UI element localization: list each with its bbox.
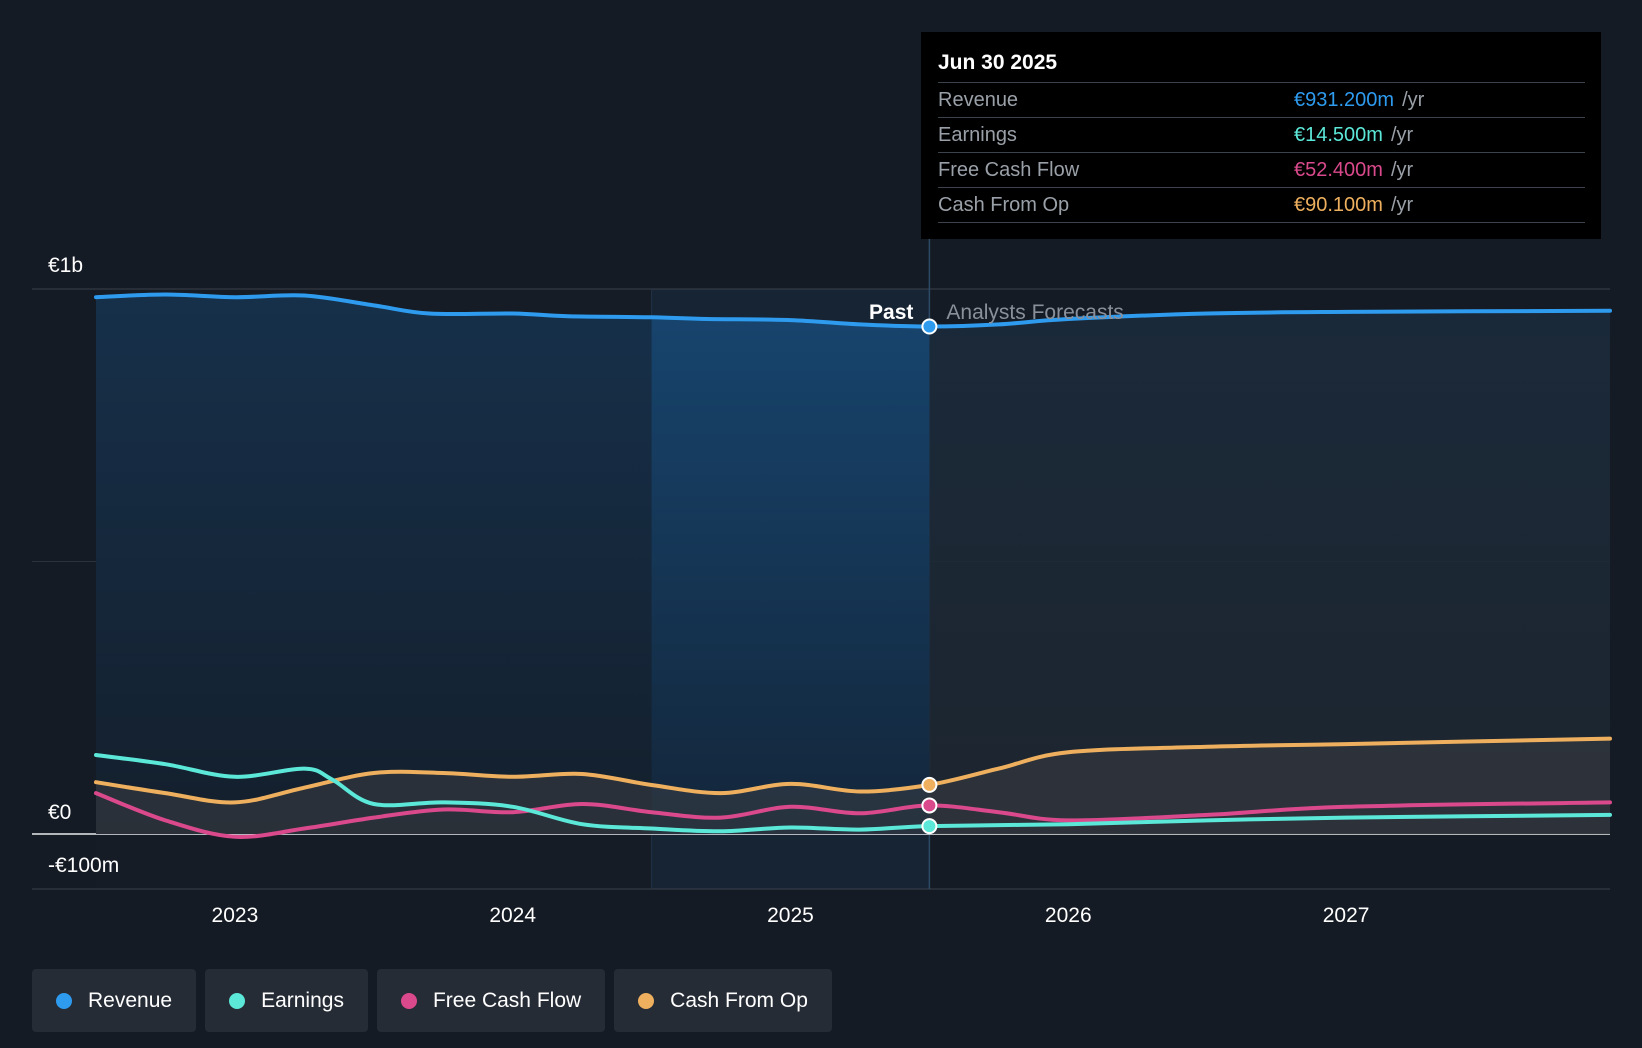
x-tick-label: 2027 [1323,904,1370,927]
y-tick-label: -€100m [48,854,119,877]
y-tick-label: €0 [48,801,71,824]
tooltip: Jun 30 2025 Revenue €931.200m /yr Earnin… [921,32,1601,239]
legend-dot-icon [400,992,417,1009]
revenue-area-forecast [929,310,1610,834]
tooltip-value: €52.400m [1294,159,1383,181]
revenue-point [921,318,938,335]
free-cash-flow-point [921,797,938,814]
tooltip-unit: /yr [1390,194,1414,216]
cash-from-op-line [94,736,1612,805]
tooltip-date: Jun 30 2025 [938,46,1585,83]
tooltip-value: €931.200m [1294,89,1395,111]
x-tick-label: 2026 [1045,904,1092,927]
legend-dot-icon [56,992,72,1009]
legend-label: Cash From Op [670,988,808,1012]
tooltip-value: €90.100m [1294,194,1383,216]
tooltip-unit: /yr [1390,124,1414,146]
tooltip-label: Free Cash Flow [938,159,1080,181]
tooltip-row-revenue: Revenue €931.200m /yr [938,83,1585,118]
cash-from-op-point [921,776,938,793]
legend-dot-icon [638,992,655,1009]
legend-item-cash-from-op[interactable]: Cash From Op [614,969,832,1032]
forecast-label: Analysts Forecasts [946,301,1123,324]
legend-dot-icon [229,992,246,1009]
past-label: Past [869,301,913,324]
legend-item-earnings[interactable]: Earnings [205,969,368,1032]
tooltip-unit: /yr [1402,89,1425,111]
tooltip-row-free-cash-flow: Free Cash Flow €52.400m /yr [938,153,1585,188]
revenue-line [94,292,1612,329]
legend: Revenue Earnings Free Cash Flow Cash Fro… [32,969,832,1032]
tooltip-label: Revenue [938,89,1019,111]
tooltip-label: Earnings [938,124,1017,146]
tooltip-row-earnings: Earnings €14.500m /yr [938,118,1585,153]
x-tick-label: 2023 [212,904,259,927]
tooltip-unit: /yr [1390,159,1414,181]
free-cash-flow-line [94,791,1612,839]
legend-item-revenue[interactable]: Revenue [32,969,197,1032]
legend-label: Revenue [88,988,173,1012]
x-tick-label: 2024 [489,904,536,927]
y-tick-label: €1b [48,254,83,277]
chart-area: €1b €0 -€100m 2023 2024 2025 2026 2027 Past Analy… [32,239,1612,927]
earnings-line [94,753,1612,834]
legend-item-free-cash-flow[interactable]: Free Cash Flow [376,969,606,1032]
legend-label: Free Cash Flow [432,988,582,1012]
earnings-point [921,818,938,835]
tooltip-row-cash-from-op: Cash From Op €90.100m /yr [938,188,1585,223]
x-tick-label: 2025 [767,904,814,927]
tooltip-label: Cash From Op [938,194,1070,216]
revenue-area-highlight [651,317,930,834]
tooltip-value: €14.500m [1294,124,1383,146]
legend-label: Earnings [261,988,344,1012]
